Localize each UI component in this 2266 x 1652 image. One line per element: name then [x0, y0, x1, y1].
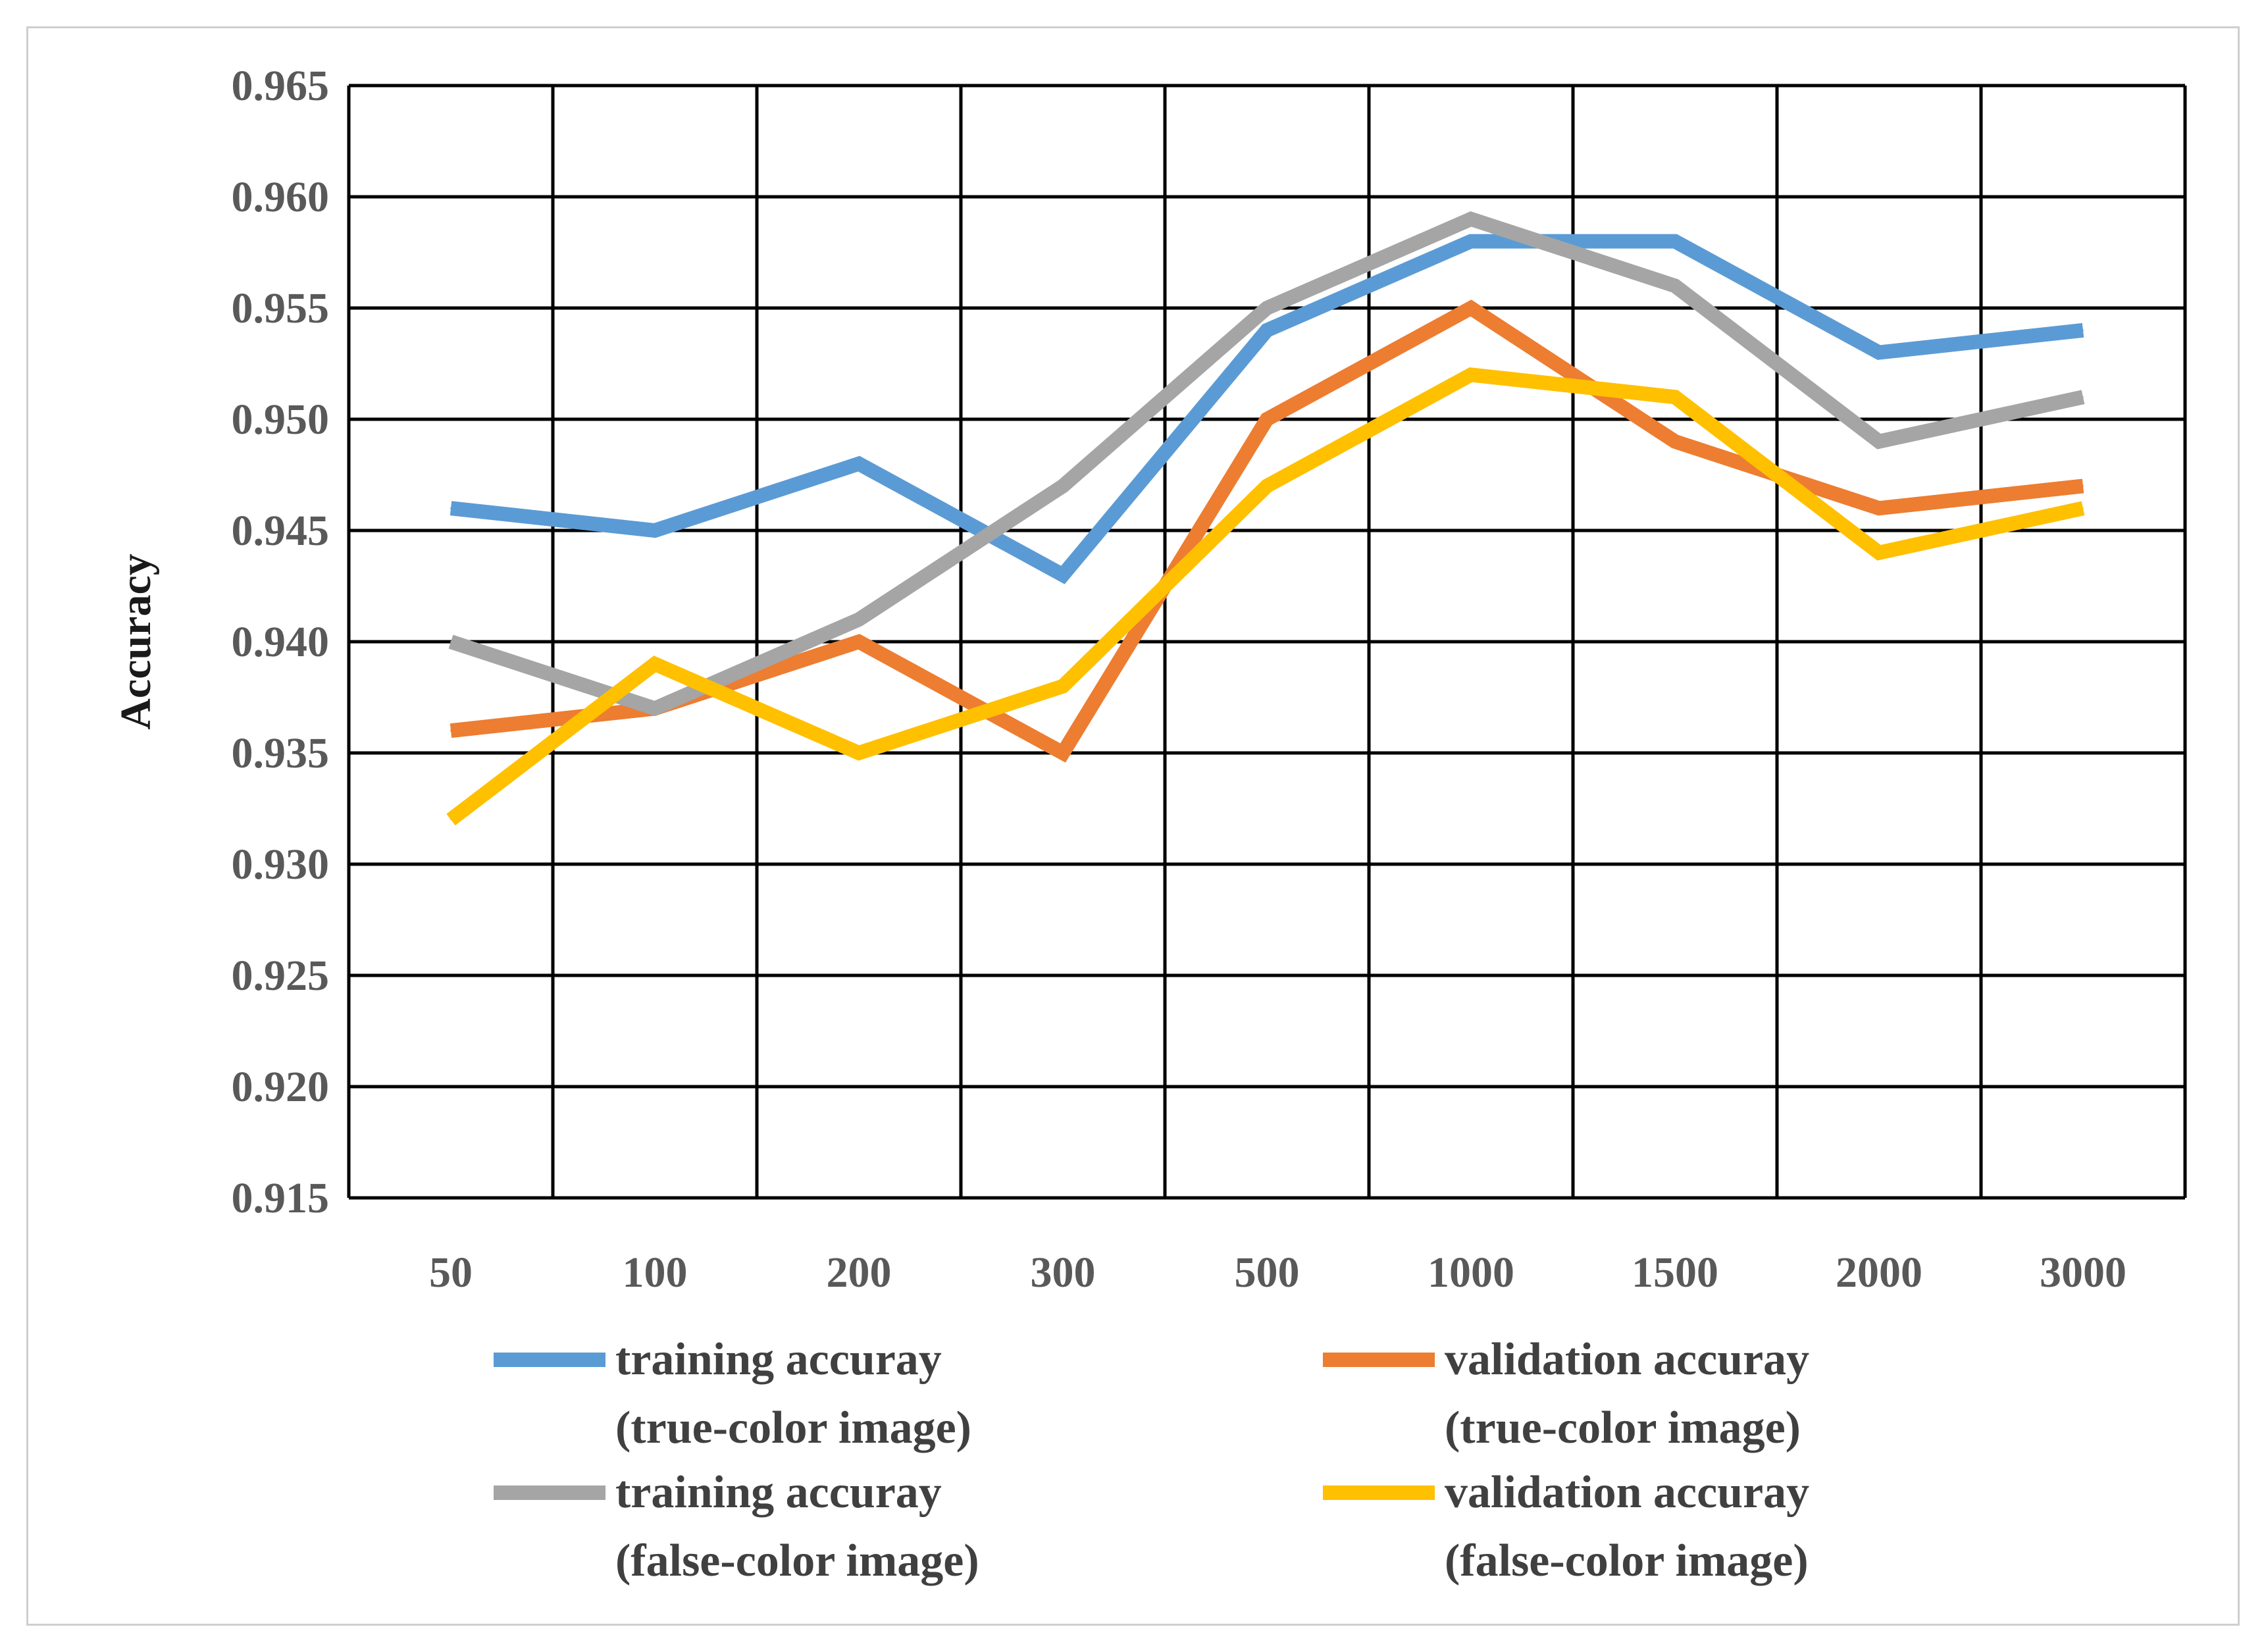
data-point: [1878, 440, 1880, 442]
x-tick-label: 1500: [1632, 1249, 1718, 1297]
data-point: [1266, 419, 1268, 420]
series-4: [446, 367, 2085, 826]
y-tick-label: 0.935: [232, 729, 330, 777]
legend-label-line1: validation accuray: [1445, 1467, 1809, 1518]
y-tick-label: 0.945: [232, 507, 330, 555]
data-point: [858, 641, 860, 642]
x-tick-label: 1000: [1428, 1249, 1514, 1297]
x-tick-label: 300: [1031, 1249, 1096, 1297]
data-point: [1266, 329, 1268, 331]
data-point: [1062, 685, 1064, 687]
y-tick-label: 0.920: [232, 1063, 330, 1111]
data-point: [654, 708, 656, 710]
data-point: [450, 730, 451, 732]
x-tick-label: 100: [623, 1249, 688, 1297]
legend-item-1: training accuray (true-color image): [494, 1334, 971, 1453]
data-point: [1674, 285, 1676, 287]
data-point: [1674, 240, 1676, 242]
data-point: [654, 530, 656, 531]
data-point: [1674, 396, 1676, 398]
legend-label-line2: (true-color image): [1445, 1403, 1801, 1453]
data-point: [1878, 552, 1880, 554]
chart-frame: [26, 26, 2240, 1626]
data-point: [1470, 240, 1472, 242]
y-tick-label: 0.915: [232, 1174, 330, 1222]
legend-label-line2: (false-color image): [1445, 1536, 1809, 1586]
data-point: [858, 619, 860, 621]
legend-label-line1: training accuray: [615, 1467, 942, 1518]
data-point: [2082, 485, 2084, 487]
data-point: [1470, 307, 1472, 309]
grid: [347, 84, 2187, 1200]
y-tick-label: 0.950: [232, 396, 330, 444]
y-axis-ticks: 0.915 0.920 0.925 0.930 0.935 0.940 0.945 0.950…: [232, 62, 330, 1222]
x-tick-label: 500: [1235, 1249, 1300, 1297]
y-axis-title: Accuracy: [112, 554, 160, 730]
y-tick-label: 0.965: [232, 62, 330, 110]
data-point: [2082, 507, 2084, 509]
data-point: [1266, 485, 1268, 487]
x-tick-label: 3000: [2040, 1249, 2126, 1297]
y-tick-label: 0.960: [232, 173, 330, 221]
series-line-3: [448, 211, 2085, 717]
legend-item-2: validation accuray (true-color image): [1323, 1334, 1809, 1453]
data-point: [1470, 374, 1472, 376]
y-tick-label: 0.930: [232, 840, 330, 889]
y-tick-label: 0.925: [232, 952, 330, 1000]
series-lines: [446, 211, 2085, 826]
x-tick-label: 2000: [1836, 1249, 1922, 1297]
data-point: [1062, 574, 1064, 576]
data-point: [1878, 351, 1880, 353]
data-point: [1062, 752, 1064, 754]
legend-label-line2: (true-color image): [615, 1403, 971, 1453]
data-point: [1266, 307, 1268, 309]
data-point: [1878, 507, 1880, 509]
x-tick-label: 50: [429, 1249, 473, 1297]
legend-label-line1: training accuray: [615, 1334, 942, 1385]
data-point: [450, 507, 451, 509]
series-1: [450, 234, 2084, 584]
data-point: [2082, 396, 2084, 398]
legend: training accuray(true-color image)valida…: [494, 1334, 1809, 1586]
series-3: [448, 211, 2085, 717]
data-point: [858, 463, 860, 465]
y-tick-label: 0.940: [232, 618, 330, 666]
legend-item-3: training accuray (false-color image): [494, 1467, 979, 1586]
data-point: [1062, 485, 1064, 487]
data-point: [1470, 218, 1472, 220]
legend-label-line2: (false-color image): [615, 1536, 979, 1586]
legend-label-line1: validation accuray: [1445, 1334, 1809, 1385]
x-axis-ticks: 50 100 200 300 500 1000 1500 2000 3000: [429, 1249, 2126, 1297]
data-point: [858, 752, 860, 754]
data-point: [654, 663, 656, 665]
data-point: [450, 641, 451, 642]
data-point: [450, 819, 451, 821]
y-tick-label: 0.955: [232, 284, 330, 332]
data-point: [2082, 329, 2084, 331]
legend-item-4: validation accuray (false-color image): [1323, 1467, 1809, 1586]
data-point: [1674, 440, 1676, 442]
x-tick-label: 200: [827, 1249, 892, 1297]
